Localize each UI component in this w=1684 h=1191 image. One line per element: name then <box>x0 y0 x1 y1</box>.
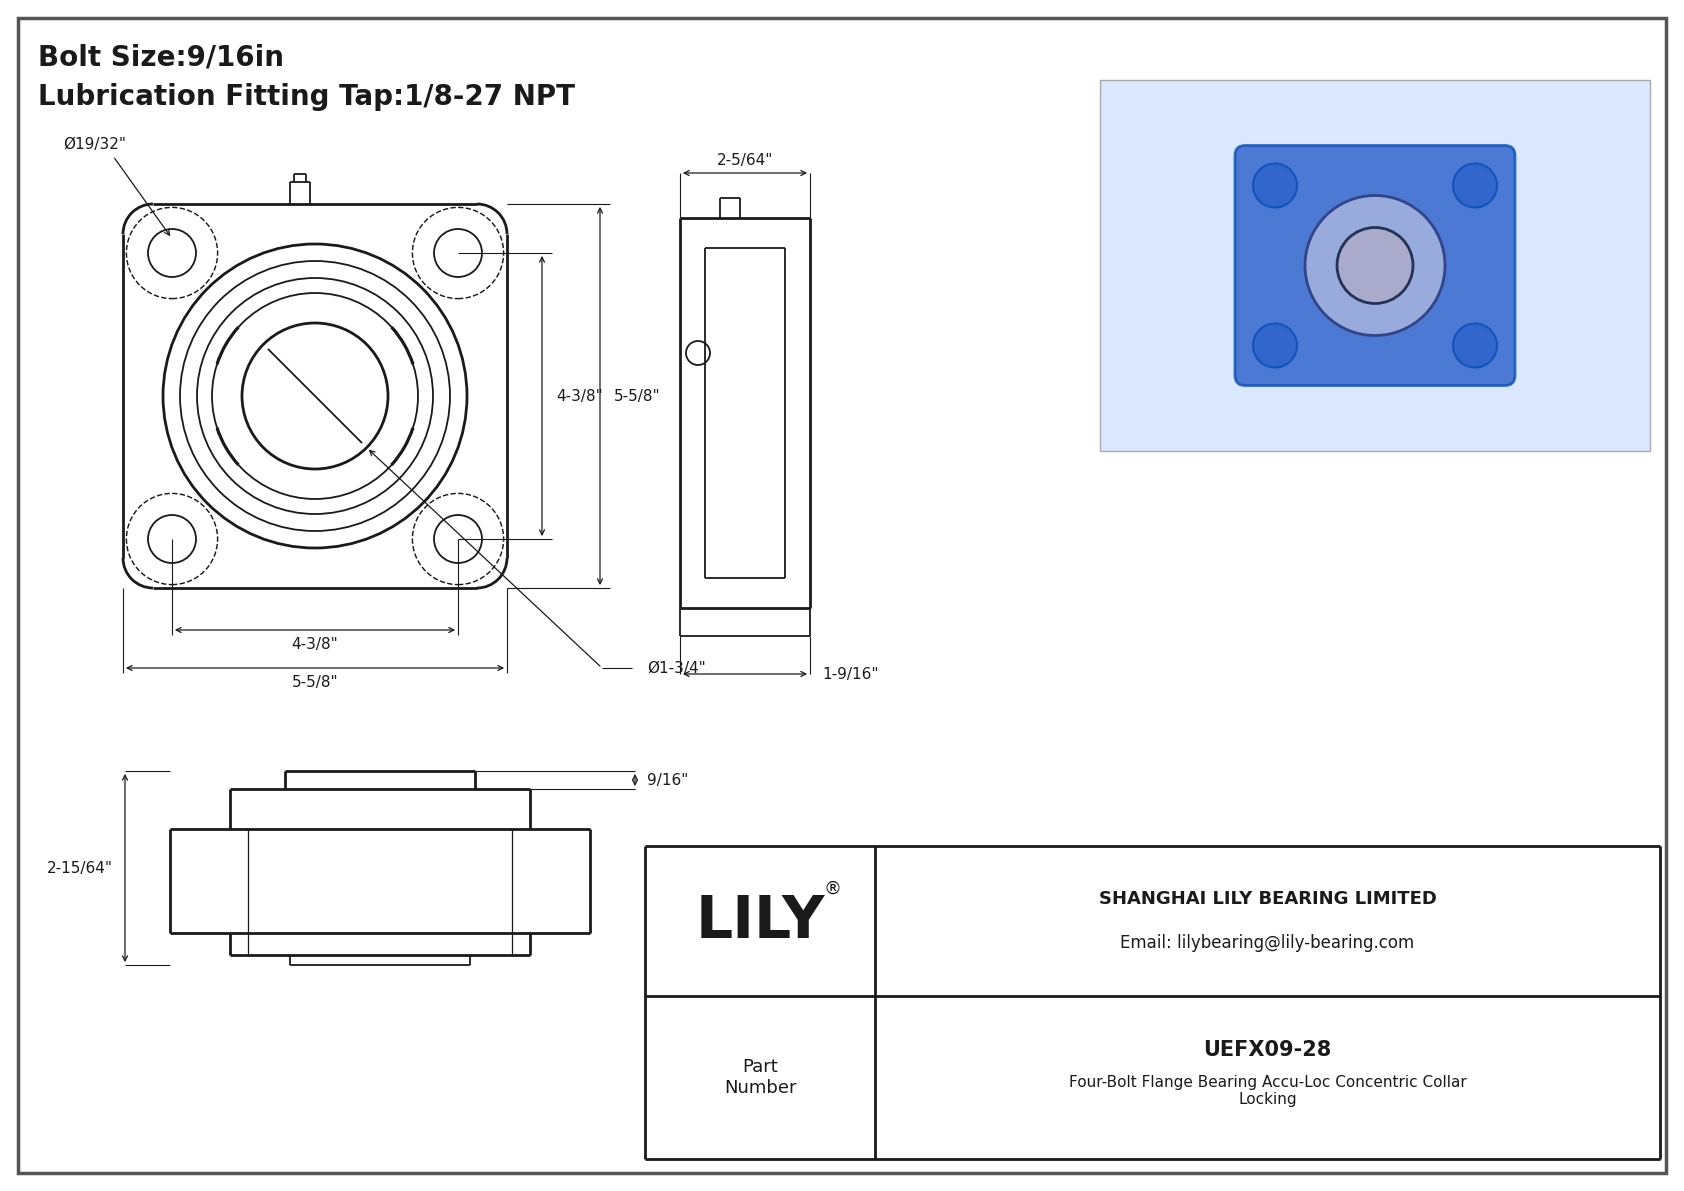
Circle shape <box>1253 163 1297 207</box>
Circle shape <box>1453 324 1497 368</box>
Text: 2-5/64": 2-5/64" <box>717 152 773 168</box>
FancyBboxPatch shape <box>1234 145 1516 386</box>
Text: 5-5/8": 5-5/8" <box>291 674 338 690</box>
Text: Locking: Locking <box>1238 1092 1297 1106</box>
Text: Four-Bolt Flange Bearing Accu-Loc Concentric Collar: Four-Bolt Flange Bearing Accu-Loc Concen… <box>1069 1075 1467 1090</box>
Text: 1-9/16": 1-9/16" <box>822 667 879 681</box>
Text: SHANGHAI LILY BEARING LIMITED: SHANGHAI LILY BEARING LIMITED <box>1098 890 1436 908</box>
Text: Ø19/32": Ø19/32" <box>62 137 126 151</box>
Text: Lubrication Fitting Tap:1/8-27 NPT: Lubrication Fitting Tap:1/8-27 NPT <box>39 83 574 111</box>
Text: 4-3/8": 4-3/8" <box>556 388 603 404</box>
Circle shape <box>1253 324 1297 368</box>
Text: 2-15/64": 2-15/64" <box>47 861 113 875</box>
Circle shape <box>1453 163 1497 207</box>
FancyBboxPatch shape <box>1100 80 1650 451</box>
Circle shape <box>1305 195 1445 336</box>
Text: 5-5/8": 5-5/8" <box>615 388 660 404</box>
Text: LILY: LILY <box>695 892 825 949</box>
Text: Part
Number: Part Number <box>724 1058 797 1097</box>
Text: Bolt Size:9/16in: Bolt Size:9/16in <box>39 43 285 71</box>
Text: ®: ® <box>823 880 840 898</box>
Text: UEFX09-28: UEFX09-28 <box>1204 1040 1332 1060</box>
Text: Ø1-3/4": Ø1-3/4" <box>647 661 706 675</box>
Text: 9/16": 9/16" <box>647 773 689 787</box>
Text: Email: lilybearing@lily-bearing.com: Email: lilybearing@lily-bearing.com <box>1120 934 1415 952</box>
Circle shape <box>1337 227 1413 304</box>
Text: 4-3/8": 4-3/8" <box>291 636 338 651</box>
